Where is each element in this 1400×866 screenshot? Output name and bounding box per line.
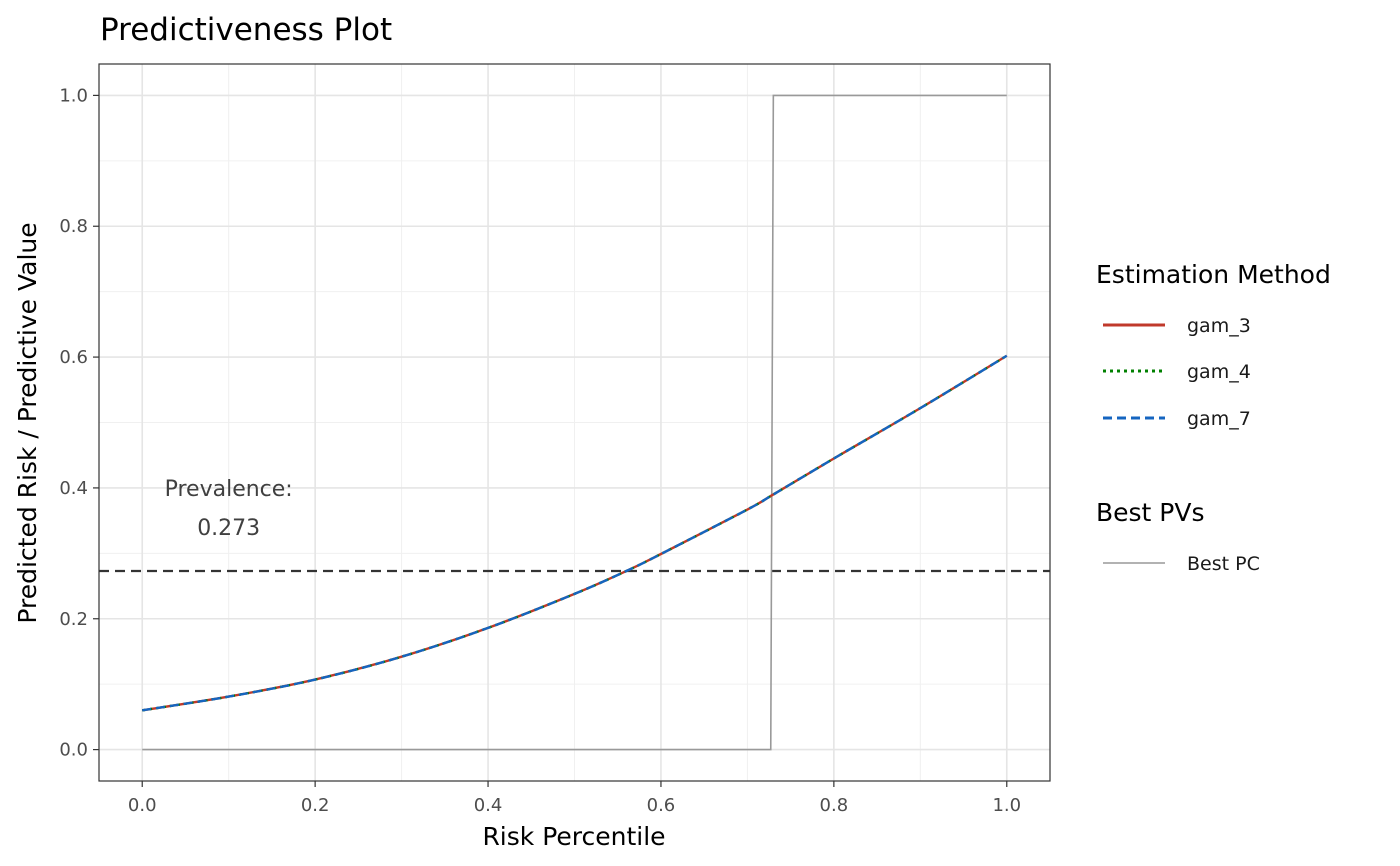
y-tick-label: 0.2 <box>59 609 88 630</box>
legend-label: gam_3 <box>1187 315 1251 337</box>
minor-gridlines <box>99 64 1050 781</box>
prevalence-annotation-value: 0.273 <box>197 516 260 541</box>
x-tick-label: 0.0 <box>128 795 157 816</box>
legend: Estimation Method gam_3 gam_4 gam_7 Best PVs… <box>1096 260 1331 575</box>
best-pc-line <box>142 94 1007 751</box>
series-lines <box>142 354 1008 712</box>
y-tick-label: 0.6 <box>59 347 88 368</box>
legend-label: Best PC <box>1187 553 1260 575</box>
chart-title: Predictiveness Plot <box>100 12 392 48</box>
prevalence-annotation-label: Prevalence: <box>165 477 293 502</box>
legend-label: gam_4 <box>1187 361 1251 383</box>
y-tick-label: 0.8 <box>59 216 88 237</box>
y-axis-title: Predicted Risk / Predictive Value <box>13 222 42 623</box>
legend-title: Best PVs <box>1096 498 1205 527</box>
x-tick-label: 1.0 <box>992 795 1021 816</box>
y-tick-label: 0.4 <box>59 478 88 499</box>
x-axis-title: Risk Percentile <box>482 822 665 851</box>
y-tick-label: 0.0 <box>59 740 88 761</box>
legend-label: gam_7 <box>1187 408 1251 430</box>
plot-panel-border <box>98 63 1051 782</box>
x-tick-label: 0.4 <box>474 795 503 816</box>
x-tick-label: 0.8 <box>820 795 849 816</box>
series-line-gam_7 <box>142 354 1008 712</box>
x-tick-label: 0.6 <box>647 795 676 816</box>
legend-title: Estimation Method <box>1096 260 1331 289</box>
y-tick-label: 1.0 <box>59 85 88 106</box>
y-axis-ticks: 0.0 0.2 0.4 0.6 0.8 1.0 <box>59 85 99 761</box>
major-gridlines <box>99 64 1050 781</box>
x-tick-label: 0.2 <box>301 795 330 816</box>
x-axis-ticks: 0.0 0.2 0.4 0.6 0.8 1.0 <box>128 781 1021 816</box>
